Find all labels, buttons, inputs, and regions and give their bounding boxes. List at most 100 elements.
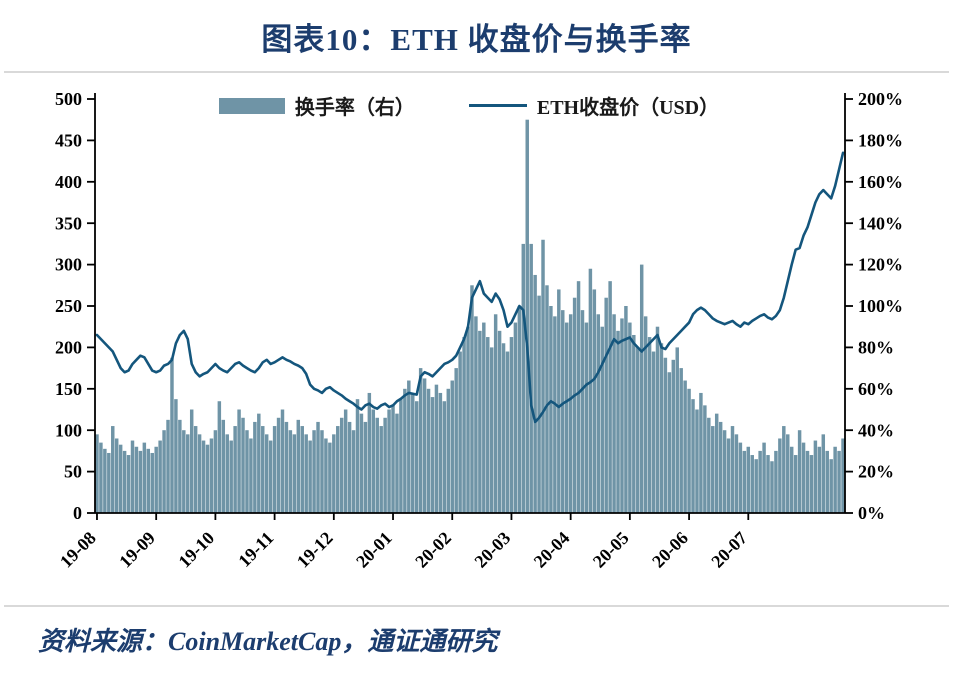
turnover-bar bbox=[280, 409, 285, 513]
turnover-bar bbox=[351, 430, 356, 513]
turnover-bar bbox=[343, 409, 348, 513]
turnover-bar bbox=[505, 351, 510, 513]
turnover-bar bbox=[186, 434, 190, 513]
turnover-bar bbox=[647, 337, 652, 513]
turnover-bar bbox=[332, 434, 336, 513]
turnover-bar bbox=[391, 405, 395, 513]
turnover-bar bbox=[714, 413, 719, 513]
turnover-bar bbox=[300, 426, 304, 513]
turnover-bar bbox=[233, 426, 237, 513]
turnover-bar bbox=[513, 322, 518, 513]
turnover-bar bbox=[470, 285, 474, 513]
price-line bbox=[95, 151, 845, 424]
turnover-bar bbox=[422, 378, 427, 513]
turnover-bar bbox=[730, 426, 735, 513]
turnover-bar bbox=[801, 442, 806, 513]
combo-chart: 换手率（右） ETH收盘价（USD） 0 50 100 150 200 250 300 350… bbox=[0, 77, 953, 605]
turnover-bar bbox=[134, 446, 139, 513]
turnover-bar bbox=[825, 450, 829, 513]
left-axis-tick-label: 150 bbox=[55, 379, 82, 399]
turnover-bar bbox=[284, 421, 289, 513]
turnover-bar bbox=[166, 419, 170, 513]
turnover-bar bbox=[193, 426, 198, 513]
turnover-bar bbox=[639, 264, 644, 513]
turnover-bar bbox=[561, 310, 565, 513]
turnover-bar bbox=[336, 426, 340, 513]
turnover-bar bbox=[833, 446, 837, 513]
turnover-bar bbox=[411, 392, 415, 513]
turnover-bar bbox=[347, 421, 352, 513]
turnover-bar bbox=[671, 359, 676, 513]
left-axis-tick-label: 200 bbox=[55, 338, 82, 358]
left-axis-tick-label: 400 bbox=[55, 172, 82, 192]
turnover-bar bbox=[663, 357, 668, 513]
turnover-bar bbox=[371, 409, 376, 513]
turnover-bar bbox=[257, 413, 261, 513]
left-axis-tick-label: 250 bbox=[55, 296, 82, 316]
turnover-bar bbox=[782, 426, 786, 513]
left-axis-ticks: 0 50 100 150 200 250 300 350 400 450 500 bbox=[55, 89, 95, 523]
left-axis-tick-label: 500 bbox=[55, 89, 82, 109]
turnover-bar bbox=[454, 368, 458, 513]
turnover-bar bbox=[355, 399, 360, 513]
turnover-bar bbox=[750, 455, 754, 513]
turnover-bar bbox=[209, 438, 214, 513]
turnover-bar bbox=[276, 417, 281, 513]
turnover-bar bbox=[308, 440, 312, 513]
turnover-bar bbox=[111, 426, 115, 513]
turnover-bar bbox=[809, 455, 814, 513]
turnover-bar bbox=[395, 413, 399, 513]
turnover-bar bbox=[174, 399, 178, 513]
turnover-bar bbox=[146, 448, 151, 513]
turnover-bar bbox=[363, 421, 368, 513]
turnover-bar bbox=[489, 347, 494, 513]
turnover-bar bbox=[636, 347, 640, 513]
turnover-bar bbox=[659, 343, 664, 513]
turnover-bar bbox=[142, 442, 147, 513]
x-axis-tick-label: 20-06 bbox=[648, 528, 692, 572]
turnover-bar bbox=[533, 274, 537, 513]
turnover-bar bbox=[304, 434, 308, 513]
turnover-bar bbox=[320, 430, 324, 513]
turnover-bar bbox=[237, 409, 241, 513]
turnover-bar bbox=[138, 450, 143, 513]
turnover-bar bbox=[588, 268, 593, 513]
turnover-bar bbox=[414, 401, 419, 513]
turnover-bar bbox=[442, 401, 447, 513]
turnover-bar bbox=[450, 380, 454, 513]
turnover-bar bbox=[426, 388, 431, 513]
turnover-bar bbox=[387, 409, 391, 513]
turnover-bar bbox=[324, 438, 328, 513]
turnover-bar bbox=[253, 421, 257, 513]
x-axis-tick-label: 20-04 bbox=[530, 528, 574, 572]
turnover-bar bbox=[545, 285, 549, 513]
turnover-bar bbox=[628, 322, 632, 513]
turnover-bar bbox=[501, 343, 506, 513]
turnover-bar bbox=[225, 434, 229, 513]
turnover-bar bbox=[529, 243, 533, 513]
turnover-bar bbox=[359, 413, 364, 513]
turnover-bar bbox=[103, 448, 107, 513]
turnover-bar bbox=[596, 314, 601, 513]
turnover-bar bbox=[655, 326, 660, 513]
turnover-bar bbox=[245, 430, 249, 513]
left-axis-tick-label: 350 bbox=[55, 213, 82, 233]
turnover-bar bbox=[711, 426, 715, 513]
turnover-bar bbox=[651, 351, 656, 513]
turnover-bar bbox=[817, 446, 822, 513]
x-axis-tick-label: 19-10 bbox=[174, 528, 218, 572]
turnover-bar bbox=[549, 306, 553, 513]
turnover-bar bbox=[229, 440, 233, 513]
turnover-bar bbox=[114, 438, 119, 513]
source-note: 资料来源：CoinMarketCap，通证通研究 bbox=[38, 627, 498, 656]
right-axis-tick-label: 60% bbox=[858, 379, 894, 399]
turnover-bar bbox=[584, 322, 589, 513]
turnover-bar bbox=[118, 444, 123, 513]
right-axis-tick-label: 120% bbox=[858, 255, 903, 275]
turnover-bar bbox=[478, 330, 482, 513]
right-axis-tick-label: 80% bbox=[858, 338, 894, 358]
turnover-bar bbox=[486, 337, 490, 513]
turnover-bar bbox=[339, 417, 344, 513]
title-divider bbox=[4, 71, 949, 73]
